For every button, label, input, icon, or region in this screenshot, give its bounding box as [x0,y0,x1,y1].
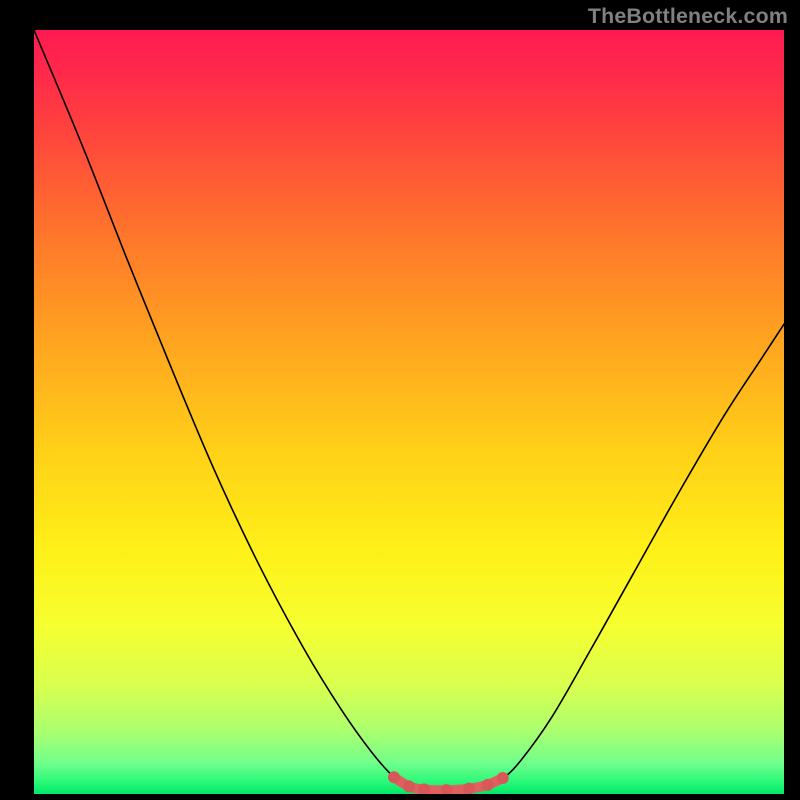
watermark-text: TheBottleneck.com [588,4,788,29]
highlight-dots [388,771,509,794]
chart-overlay-svg [34,30,784,794]
highlight-dot [482,779,494,791]
plot-area [34,30,784,794]
bottleneck-curve [34,30,784,791]
highlight-dot [497,772,509,784]
highlight-dot [403,780,415,792]
chart-canvas: TheBottleneck.com [0,0,800,800]
highlight-dot [388,771,400,783]
